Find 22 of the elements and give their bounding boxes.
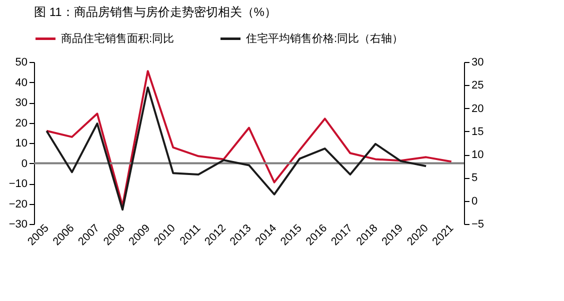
y2-tick-label: 25 bbox=[472, 80, 484, 92]
y-tick-label: 30 bbox=[15, 97, 28, 109]
y-tick-label: 0 bbox=[21, 158, 28, 170]
legend-label: 住宅平均销售价格:同比（右轴） bbox=[246, 32, 404, 45]
y-tick-label: −20 bbox=[8, 198, 28, 210]
y-tick-label: −10 bbox=[8, 178, 28, 190]
y2-tick-label: 0 bbox=[472, 195, 478, 208]
line-series bbox=[46, 86, 428, 211]
y2-tick-label: −5 bbox=[472, 218, 484, 230]
y2-tick-label: 10 bbox=[472, 149, 484, 162]
y2-tick-label: 30 bbox=[472, 56, 484, 68]
y-tick-label: 40 bbox=[15, 76, 28, 89]
line-series bbox=[46, 70, 452, 207]
y-tick-label: 20 bbox=[15, 117, 28, 130]
y-tick-label: 50 bbox=[15, 56, 28, 68]
y-tick-label: −30 bbox=[8, 218, 28, 230]
chart-title: 图 11：商品房销售与房价走势密切相关（%） bbox=[34, 5, 276, 19]
y2-tick-label: 15 bbox=[472, 126, 484, 138]
legend-label: 商品住宅销售面积:同比 bbox=[61, 32, 174, 45]
y2-tick-label: 20 bbox=[472, 102, 484, 115]
y-tick-label: 10 bbox=[15, 138, 28, 150]
y2-tick-label: 5 bbox=[472, 172, 478, 184]
